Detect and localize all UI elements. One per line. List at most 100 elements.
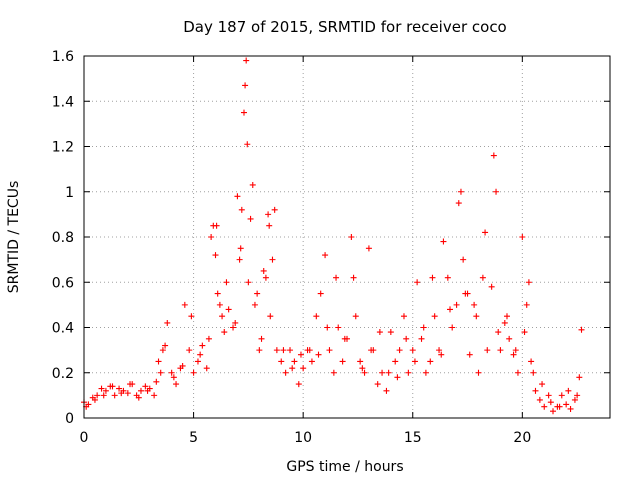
data-point [190, 369, 197, 376]
data-point [438, 351, 445, 358]
data-point [162, 342, 169, 349]
data-point [495, 329, 502, 336]
data-point [153, 378, 160, 385]
data-point [376, 329, 383, 336]
data-point [244, 141, 251, 148]
data-point [449, 324, 456, 331]
data-point [455, 200, 462, 207]
data-point [234, 193, 241, 200]
data-point [405, 369, 412, 376]
y-tick-label: 0.4 [52, 321, 74, 337]
data-point [213, 222, 220, 229]
data-point [280, 347, 287, 354]
data-point [170, 374, 177, 381]
data-point [578, 326, 585, 333]
data-point [429, 274, 436, 281]
data-point [242, 82, 249, 89]
data-point [547, 399, 554, 406]
data-point [317, 290, 324, 297]
data-point [374, 381, 381, 388]
data-point [157, 369, 164, 376]
y-tick-label: 0.8 [52, 230, 74, 246]
data-point [436, 347, 443, 354]
data-point [159, 347, 166, 354]
data-point [315, 351, 322, 358]
data-point [519, 234, 526, 240]
data-point [118, 390, 125, 397]
data-point [164, 319, 171, 326]
data-point [385, 369, 392, 376]
data-point [411, 358, 418, 365]
data-point [501, 319, 508, 326]
data-point [493, 188, 500, 195]
y-tick-labels: 0 0.2 0.4 0.6 0.8 1 1.2 1.4 1.6 [52, 49, 74, 427]
chart-title: Day 187 of 2015, SRMTID for receiver coc… [183, 18, 507, 36]
data-point [565, 387, 572, 394]
data-point [271, 206, 278, 213]
data-point [109, 383, 116, 390]
data-point [238, 206, 245, 213]
data-point [135, 394, 142, 401]
data-point [471, 301, 478, 308]
data-point [453, 301, 460, 308]
data-point [556, 403, 563, 410]
data-point [232, 319, 239, 326]
data-point [155, 358, 162, 365]
data-point [528, 358, 535, 365]
data-point [352, 313, 359, 320]
data-point [295, 381, 302, 388]
axis-ticks [83, 55, 610, 419]
data-point [144, 387, 151, 394]
data-point [254, 290, 261, 297]
y-tick-label: 0 [65, 411, 74, 427]
data-point [282, 369, 289, 376]
data-point [475, 369, 482, 376]
data-point [137, 387, 144, 394]
data-point [94, 392, 101, 399]
data-point [357, 358, 364, 365]
data-point [289, 365, 296, 372]
x-tick-label: 15 [404, 430, 422, 446]
data-point [245, 279, 252, 286]
data-point [427, 358, 434, 365]
data-point [265, 211, 272, 218]
data-point [237, 245, 244, 252]
data-point [188, 313, 195, 320]
data-point [440, 238, 447, 245]
data-point [444, 274, 451, 281]
data-point [240, 109, 247, 116]
data-point [409, 347, 416, 354]
data-point [521, 329, 528, 336]
data-point [558, 392, 565, 399]
data-point [359, 365, 366, 372]
data-point [361, 369, 368, 376]
data-point [567, 405, 574, 412]
data-point [186, 347, 193, 354]
data-points [81, 57, 585, 415]
data-point [333, 274, 340, 281]
data-point [550, 408, 557, 415]
y-tick-label: 1.6 [52, 49, 74, 65]
y-tick-label: 0.6 [52, 275, 74, 291]
data-point [251, 301, 258, 308]
data-point [457, 188, 464, 195]
data-point [383, 387, 390, 394]
x-axis-label: GPS time / hours [286, 459, 403, 475]
data-point [291, 358, 298, 365]
data-point [414, 279, 421, 286]
data-point [539, 381, 546, 388]
data-point [326, 347, 333, 354]
data-point [278, 358, 285, 365]
data-point [497, 347, 504, 354]
data-point [387, 329, 394, 336]
data-point [216, 301, 223, 308]
data-point [247, 215, 254, 222]
data-point [510, 351, 517, 358]
data-point [396, 347, 403, 354]
data-point [124, 390, 131, 397]
data-point [368, 347, 375, 354]
data-point [173, 381, 180, 388]
data-point [199, 342, 206, 349]
data-point [306, 347, 313, 354]
data-point [488, 283, 495, 290]
